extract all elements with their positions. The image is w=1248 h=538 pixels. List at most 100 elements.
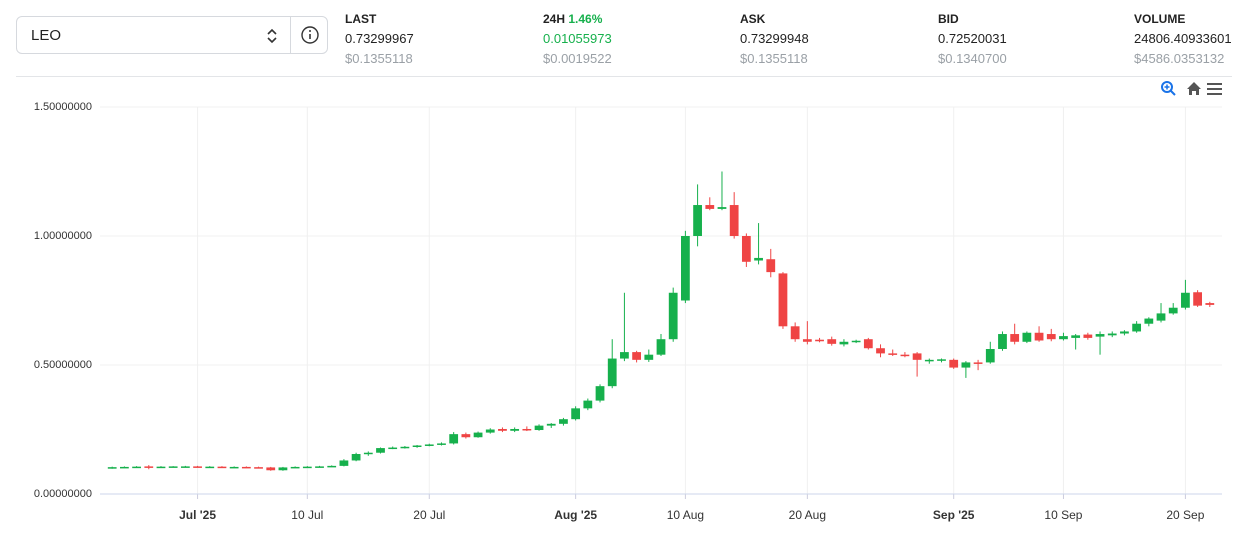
candle [1156,303,1166,323]
candle-body [1205,303,1215,305]
candle [998,331,1007,351]
x-tick-label: 10 Sep [1044,508,1082,522]
candle-body [217,466,227,469]
candle-body [156,466,166,469]
stat-usd: $0.1355118 [345,51,413,66]
candle-body [473,432,483,438]
candle [729,192,739,239]
candle [449,432,459,445]
y-tick-label: 1.50000000 [34,101,92,113]
candle-body [437,443,446,445]
candle [254,466,263,469]
candle-body [790,326,800,340]
candle-body [229,466,239,469]
candle-body [571,408,581,420]
candle [107,466,117,469]
candle [656,334,666,356]
candle [1022,331,1032,344]
candle-body [1095,334,1105,337]
stat-volume: VOLUME 24806.40933601 $4586.0353132 [1134,9,1232,69]
stat-label: ASK [740,12,766,26]
candle [302,466,312,469]
candle [778,272,788,329]
candle [924,358,934,364]
menu-icon[interactable] [1207,83,1222,95]
stat-usd: $0.0019522 [543,51,612,66]
candle-body [168,466,178,468]
candle-body [315,466,324,468]
stat-label: BID [938,12,959,26]
candle-body [693,205,702,236]
candle [1193,290,1202,307]
candle-body [363,452,373,455]
candle [644,349,654,362]
candle-body [351,454,361,461]
candle [802,321,812,345]
zoom-icon[interactable] [1161,81,1176,96]
candle-body [1193,292,1202,306]
candle [266,466,276,471]
x-tick-label: 20 Jul [413,508,445,522]
stat-value: 0.01055973 [543,31,612,46]
candle [1120,330,1129,336]
candle [912,352,922,377]
candle-body [961,362,971,368]
candle-body [1168,307,1178,314]
candle-body [998,334,1007,350]
candle-body [656,339,666,355]
symbol-select[interactable]: LEO [16,16,328,54]
candle [985,341,995,364]
candle [412,444,422,448]
candle [949,358,959,369]
candle [973,359,983,371]
y-tick-label: 0.00000000 [34,488,92,500]
candle [1132,321,1142,333]
candle-body [900,354,910,357]
candle-body [802,339,812,342]
stat-ask: ASK 0.73299948 $0.1355118 [740,9,809,69]
candle-body [863,339,873,349]
candle-body [449,434,459,444]
candle-body [498,428,507,431]
candle-body [815,339,824,342]
stat-label-row: 24H 1.46% [543,9,612,29]
candle [315,465,324,468]
candle-body [327,465,337,468]
candle [863,337,873,350]
candle-body [290,466,300,469]
candle-body [1010,334,1020,342]
candle-body [973,362,983,364]
candle-body [193,466,202,468]
candle [900,352,910,358]
home-icon[interactable] [1187,82,1201,95]
header-separator [16,76,1232,77]
candle [522,426,532,432]
stat-value: 0.73299967 [345,31,414,46]
candle [388,446,398,450]
candle-body [888,353,898,355]
stat-label: VOLUME [1134,12,1186,26]
candle [1181,279,1190,310]
candle-body [180,466,190,468]
candle [741,233,751,267]
candle [376,447,385,454]
y-tick-label: 0.50000000 [34,359,92,371]
candle-body [424,444,434,446]
candle [144,465,154,470]
candle-body [254,467,263,469]
stat-value: 24806.40933601 [1134,31,1232,46]
candle [827,336,837,346]
candle [1046,328,1056,342]
info-button[interactable] [300,25,320,45]
candle [851,339,861,344]
candle [473,431,483,438]
candle-body [1107,333,1117,336]
candle-body [851,340,861,343]
candle [156,466,166,469]
x-tick-label: Aug '25 [554,508,597,522]
candle-body [1034,332,1044,341]
x-tick-label: 10 Aug [667,508,704,522]
candle-body [912,353,922,360]
candle [1034,326,1044,342]
candle [193,465,202,468]
